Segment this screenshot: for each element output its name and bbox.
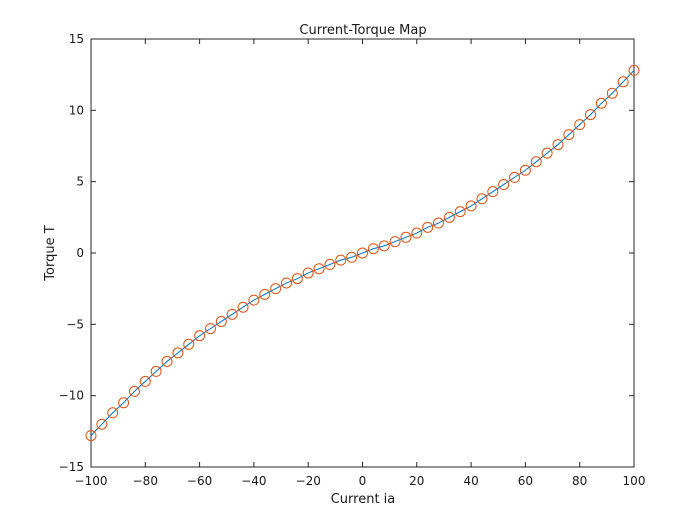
data-point-marker xyxy=(454,206,466,218)
data-point-marker xyxy=(509,171,521,183)
x-tick-label: −40 xyxy=(241,474,266,488)
y-tick-label: 5 xyxy=(76,175,84,189)
data-point-marker xyxy=(161,355,173,367)
data-point-marker xyxy=(107,407,119,419)
y-axis-label: Torque T xyxy=(43,225,58,281)
data-point-marker xyxy=(335,254,347,266)
data-point-marker xyxy=(563,129,575,141)
data-point-marker xyxy=(519,164,531,176)
data-point-marker xyxy=(85,430,97,442)
y-tick-label: −15 xyxy=(59,460,84,474)
data-point-marker xyxy=(183,338,195,350)
data-point-marker xyxy=(150,365,162,377)
data-point-marker xyxy=(617,76,629,88)
data-point-marker xyxy=(367,243,379,255)
data-point-marker xyxy=(324,258,336,270)
data-point-marker xyxy=(389,236,401,248)
x-tick-label: −100 xyxy=(75,474,108,488)
data-point-marker xyxy=(96,418,108,430)
series xyxy=(85,64,640,442)
data-point-marker xyxy=(422,221,434,233)
x-tick-label: 60 xyxy=(518,474,533,488)
x-tick-label: 80 xyxy=(572,474,587,488)
x-axis-label: Current ia xyxy=(331,492,396,507)
data-point-marker xyxy=(118,397,130,409)
data-point-marker xyxy=(215,315,227,327)
data-point-marker xyxy=(378,240,390,252)
chart-title: Current-Torque Map xyxy=(299,23,426,38)
x-tick-label: 100 xyxy=(623,474,646,488)
data-point-marker xyxy=(606,87,618,99)
x-tick-label: 0 xyxy=(359,474,367,488)
data-point-marker xyxy=(194,330,206,342)
data-point-marker xyxy=(574,119,586,131)
data-point-marker xyxy=(280,277,292,289)
data-point-marker xyxy=(128,385,140,397)
x-tick-label: −20 xyxy=(296,474,321,488)
data-point-marker xyxy=(400,231,412,243)
x-tick-label: 40 xyxy=(463,474,478,488)
data-point-marker xyxy=(498,179,510,191)
data-point-marker xyxy=(541,147,553,159)
data-point-marker xyxy=(530,156,542,168)
data-point-marker xyxy=(433,217,445,229)
y-tick-label: 0 xyxy=(76,246,84,260)
data-point-marker xyxy=(226,308,238,320)
data-point-marker xyxy=(595,97,607,109)
data-point-marker xyxy=(465,200,477,212)
y-tick-label: 10 xyxy=(69,103,84,117)
data-point-marker xyxy=(313,263,325,275)
data-point-marker xyxy=(270,283,282,295)
x-tick-label: 20 xyxy=(409,474,424,488)
data-point-marker xyxy=(291,273,303,285)
y-tick-label: −10 xyxy=(59,389,84,403)
data-point-marker xyxy=(628,64,640,76)
data-point-marker xyxy=(487,186,499,198)
data-point-marker xyxy=(357,247,368,259)
data-point-marker xyxy=(302,267,314,279)
data-point-marker xyxy=(259,288,271,300)
data-point-marker xyxy=(139,375,151,387)
data-point-marker xyxy=(552,139,564,151)
data-point-marker xyxy=(204,323,216,335)
data-point-marker xyxy=(411,227,423,239)
y-tick-label: 15 xyxy=(69,32,84,46)
y-tick-label: −5 xyxy=(66,317,84,331)
x-tick-label: −60 xyxy=(187,474,212,488)
data-point-marker xyxy=(476,193,488,205)
data-point-marker xyxy=(237,301,249,313)
ticks: −100 −80 −60 −40 −20 0 20 40 60 80 100 −15 −10 −5 0 5 10… xyxy=(59,32,646,488)
data-point-marker xyxy=(346,251,358,263)
data-point-marker xyxy=(172,347,184,359)
x-tick-label: −80 xyxy=(133,474,158,488)
data-point-marker xyxy=(585,109,597,121)
data-point-marker xyxy=(443,211,455,223)
data-point-marker xyxy=(248,294,260,306)
